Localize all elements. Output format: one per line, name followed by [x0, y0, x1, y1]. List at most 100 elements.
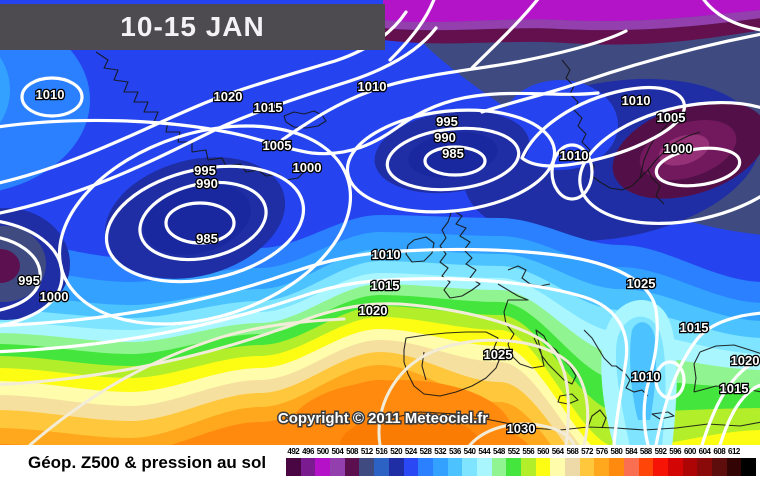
scale-value: 508 — [346, 447, 359, 456]
scale-cell — [726, 458, 742, 476]
scale-value: 536 — [448, 447, 461, 456]
scale-value: 556 — [522, 447, 535, 456]
scale-cell — [344, 458, 360, 476]
pressure-label: 1000 — [664, 141, 693, 156]
pressure-label: 1020 — [359, 303, 388, 318]
scale-value: 512 — [360, 447, 373, 456]
pressure-label: 985 — [196, 231, 218, 246]
scale-value: 608 — [713, 447, 726, 456]
pressure-label: 1010 — [632, 369, 661, 384]
copyright-text: Copyright © 2011 Meteociel.fr — [278, 410, 488, 427]
scale-cell — [359, 458, 375, 476]
scale-cell — [741, 458, 756, 476]
scale-cell — [653, 458, 668, 476]
scale-cell — [550, 458, 566, 476]
pressure-label: 1010 — [36, 87, 65, 102]
pressure-label: 1020 — [214, 89, 243, 104]
pressure-label: 1015 — [254, 100, 283, 115]
scale-cell — [447, 458, 463, 476]
color-scale: 492 496 500 504 508 512 516 520 524 528 532 536 540 5… — [286, 446, 756, 476]
scale-cell — [535, 458, 551, 476]
scale-value: 588 — [639, 447, 652, 456]
pressure-label: 990 — [434, 130, 456, 145]
pressure-label: 1025 — [627, 276, 656, 291]
scale-value: 568 — [566, 447, 579, 456]
scale-value: 580 — [610, 447, 623, 456]
scale-cell — [315, 458, 331, 476]
scale-value: 600 — [683, 447, 696, 456]
pressure-label: 1010 — [622, 93, 651, 108]
scale-value: 592 — [654, 447, 667, 456]
scale-cell — [594, 458, 610, 476]
scale-value: 492 — [287, 447, 300, 456]
scale-cell — [506, 458, 521, 476]
pressure-label: 985 — [442, 146, 464, 161]
scale-cell — [403, 458, 419, 476]
pressure-label: 1005 — [657, 110, 686, 125]
scale-value: 596 — [669, 447, 682, 456]
scale-cell — [667, 458, 683, 476]
pressure-label: 1025 — [484, 347, 513, 362]
scale-cell — [300, 458, 316, 476]
pressure-label: 995 — [436, 114, 458, 129]
scale-cell — [476, 458, 492, 476]
scale-value: 576 — [595, 447, 608, 456]
pressure-label: 1015 — [680, 320, 709, 335]
legend-label: Géop. Z500 & pression au sol — [28, 453, 267, 472]
scale-cell — [491, 458, 507, 476]
scale-cell — [388, 458, 404, 476]
scale-value: 544 — [478, 447, 491, 456]
title-box: 10-15 JAN — [0, 4, 385, 50]
scale-cell — [565, 458, 580, 476]
pressure-label: 1005 — [263, 138, 292, 153]
scale-value: 604 — [698, 447, 711, 456]
scale-cell — [609, 458, 624, 476]
scale-value: 564 — [551, 447, 564, 456]
pressure-label: 1020 — [731, 353, 760, 368]
page-title: 10-15 JAN — [120, 11, 265, 42]
scale-value: 516 — [375, 447, 388, 456]
pressure-label: 1000 — [40, 289, 69, 304]
scale-cell — [579, 458, 595, 476]
scale-cell — [286, 458, 301, 476]
pressure-label: 1030 — [507, 421, 536, 436]
scale-cell — [697, 458, 712, 476]
scale-value-blank — [741, 446, 756, 457]
scale-value: 548 — [493, 447, 505, 456]
scale-value: 528 — [419, 447, 432, 456]
isobar-lines — [0, 0, 760, 445]
scale-value: 552 — [507, 447, 520, 456]
scale-value: 520 — [390, 447, 403, 456]
scale-cell — [432, 458, 448, 476]
scale-cell — [638, 458, 654, 476]
pressure-label: 1015 — [371, 278, 400, 293]
scale-value: 496 — [302, 447, 314, 456]
scale-value: 612 — [728, 447, 740, 456]
scale-cell — [521, 458, 536, 476]
pressure-label: 1010 — [358, 79, 387, 94]
scale-value: 572 — [581, 447, 594, 456]
pressure-label: 995 — [194, 163, 216, 178]
scale-value: 532 — [434, 447, 447, 456]
scale-cell — [462, 458, 477, 476]
pressure-label: 1010 — [372, 247, 401, 262]
pressure-label: 1010 — [560, 148, 589, 163]
scale-cell — [374, 458, 389, 476]
weather-map: 1010 102010151010995990985100510009959909… — [0, 0, 760, 445]
scale-value: 504 — [331, 447, 344, 456]
scale-cell — [418, 458, 433, 476]
pressure-label: 995 — [18, 273, 40, 288]
scale-value: 560 — [537, 447, 549, 456]
scale-value: 540 — [463, 447, 476, 456]
pressure-labels: 1010 102010151010995990985100510009959909… — [17, 78, 760, 438]
color-scale-cells — [286, 458, 756, 476]
scale-value: 584 — [625, 447, 638, 456]
pressure-label: 1015 — [720, 381, 749, 396]
scale-value: 524 — [404, 447, 417, 456]
scale-cell — [623, 458, 639, 476]
pressure-label: 990 — [196, 176, 218, 191]
scale-cell — [330, 458, 345, 476]
scale-cell — [711, 458, 727, 476]
scale-value: 500 — [316, 447, 329, 456]
